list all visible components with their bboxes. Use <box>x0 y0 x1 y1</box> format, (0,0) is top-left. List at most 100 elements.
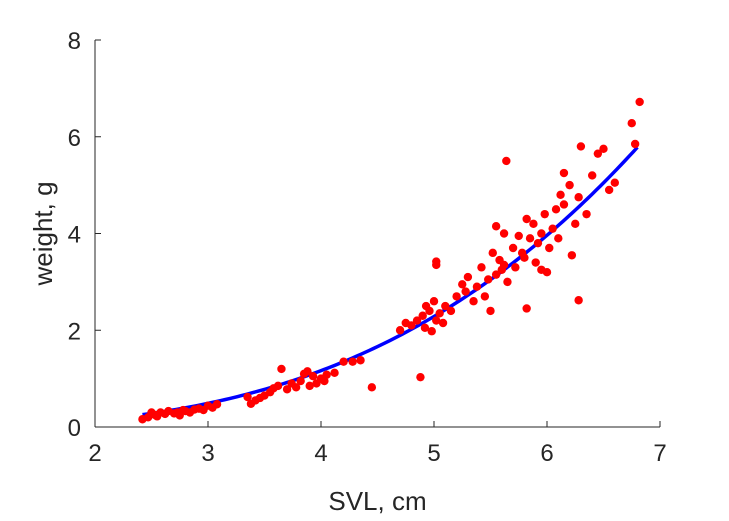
data-point <box>427 327 436 336</box>
data-point <box>531 258 540 267</box>
data-point <box>486 306 495 316</box>
data-point <box>463 272 473 282</box>
data-point <box>308 372 318 381</box>
data-point <box>559 168 569 178</box>
data-point <box>425 306 434 316</box>
data-point <box>480 292 490 301</box>
data-point <box>420 323 430 333</box>
data-point <box>554 234 563 243</box>
x-tick-label: 5 <box>427 440 440 467</box>
data-point <box>522 304 531 313</box>
data-point <box>537 265 546 274</box>
data-point <box>469 297 478 306</box>
data-point <box>446 306 456 316</box>
data-point <box>508 243 518 253</box>
data-point <box>514 231 523 241</box>
data-point <box>458 280 467 289</box>
data-point <box>588 171 597 180</box>
data-point <box>502 156 511 166</box>
data-point <box>282 385 292 394</box>
data-point <box>296 376 305 386</box>
data-point <box>395 326 405 335</box>
data-point <box>630 139 640 149</box>
data-point <box>537 229 546 238</box>
x-tick-label: 7 <box>653 440 666 467</box>
data-point <box>452 292 461 301</box>
data-point <box>438 318 448 328</box>
data-point <box>432 316 441 325</box>
data-point <box>407 321 416 330</box>
data-point <box>559 200 569 209</box>
x-tick-label: 3 <box>201 440 214 467</box>
data-point <box>416 372 425 382</box>
data-point <box>412 316 422 325</box>
data-point <box>576 142 586 151</box>
data-point <box>339 357 348 366</box>
data-point <box>627 119 636 128</box>
y-tick-label: 4 <box>68 222 81 249</box>
data-point <box>635 97 644 107</box>
data-point <box>356 356 365 365</box>
data-point <box>533 238 543 248</box>
data-point <box>273 381 283 391</box>
data-point <box>418 311 427 320</box>
data-point <box>599 144 608 154</box>
data-point <box>610 178 619 187</box>
x-axis-title: SVL, cm <box>328 486 426 516</box>
data-point <box>461 287 470 296</box>
data-point <box>243 392 252 402</box>
data-point <box>574 296 583 305</box>
y-tick-label: 0 <box>68 415 81 442</box>
data-point <box>348 357 357 366</box>
data-point <box>565 180 574 190</box>
data-point <box>551 205 561 214</box>
data-point <box>488 248 497 258</box>
y-tick-label: 2 <box>68 318 81 345</box>
y-axis-title: weight, g <box>28 181 58 286</box>
data-point <box>305 381 314 391</box>
data-point <box>429 297 439 306</box>
data-point <box>540 209 549 219</box>
data-point <box>499 260 509 270</box>
data-points <box>138 97 644 424</box>
data-point <box>499 229 509 238</box>
y-tick-label: 8 <box>68 28 81 55</box>
data-point <box>503 277 512 287</box>
data-point <box>556 190 565 199</box>
x-tick-label: 2 <box>88 440 101 467</box>
data-point <box>441 301 450 311</box>
data-point <box>367 383 377 392</box>
data-point <box>432 257 441 266</box>
data-point <box>212 400 222 409</box>
data-point <box>477 263 486 272</box>
data-point <box>435 309 444 318</box>
data-point <box>484 275 493 284</box>
data-point <box>529 219 538 229</box>
x-tick-label: 4 <box>314 440 327 467</box>
data-point <box>511 263 520 272</box>
data-point <box>322 370 331 379</box>
data-point <box>522 214 531 224</box>
data-point <box>567 251 577 260</box>
data-point <box>291 383 301 392</box>
data-point <box>491 270 501 279</box>
data-point <box>520 253 529 262</box>
data-point <box>604 185 614 195</box>
data-point <box>472 282 482 291</box>
y-tick-label: 6 <box>68 125 81 152</box>
data-point <box>303 367 312 376</box>
data-point <box>582 209 591 219</box>
data-point <box>574 193 583 202</box>
data-point <box>330 368 339 378</box>
data-point <box>593 149 603 158</box>
data-point <box>571 219 580 229</box>
x-tick-label: 6 <box>540 440 553 467</box>
data-point <box>491 222 501 231</box>
data-point <box>548 224 557 233</box>
data-point <box>545 243 554 253</box>
data-point <box>277 364 286 374</box>
data-point <box>525 234 535 243</box>
